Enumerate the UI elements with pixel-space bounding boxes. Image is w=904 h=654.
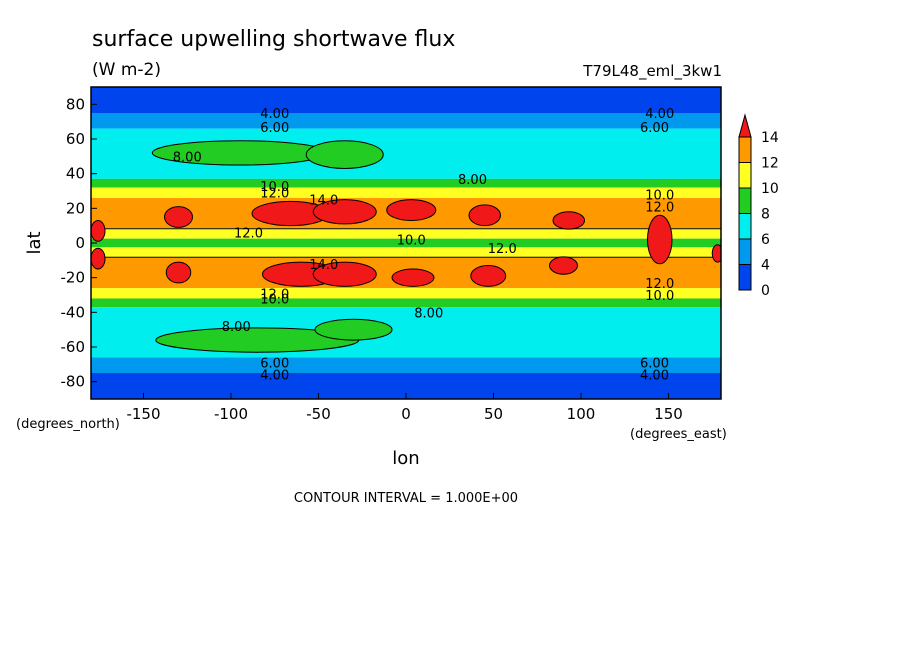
contour-label: 8.00 <box>414 306 443 321</box>
feature-max-14 <box>711 244 721 263</box>
colorbar-label: 6 <box>761 232 770 248</box>
feature-max-14 <box>470 265 507 287</box>
zonal-band <box>91 357 721 373</box>
zonal-band <box>91 87 721 113</box>
zonal-band <box>91 298 721 308</box>
zonal-band <box>91 187 721 198</box>
zonal-band <box>91 288 721 299</box>
contour-label: 6.00 <box>640 357 669 372</box>
x-axis-label: lon <box>392 448 419 469</box>
plot-area <box>91 87 721 399</box>
contour-label: 10.0 <box>260 292 289 307</box>
colorbar-swatch <box>738 162 752 189</box>
zonal-band <box>91 228 721 239</box>
contour-label: 10.0 <box>260 180 289 195</box>
feature-max-14 <box>312 261 377 287</box>
zonal-band <box>91 113 721 129</box>
contour-label: 12.0 <box>234 227 263 242</box>
y-tick-label: -80 <box>61 373 86 391</box>
feature-max-14 <box>386 199 437 221</box>
regional-features <box>91 140 721 353</box>
feature-max-14 <box>391 268 435 287</box>
run-label: T79L48_eml_3kw1 <box>582 62 722 81</box>
y-tick-label: -60 <box>61 338 86 356</box>
contour-label: 6.00 <box>260 357 289 372</box>
contour-label: 6.00 <box>260 121 289 136</box>
feature-max-14 <box>647 214 673 265</box>
colorbar-swatch-top <box>738 113 752 138</box>
colorbar-label: 12 <box>761 156 779 172</box>
chart-units: (W m-2) <box>92 60 161 80</box>
y-tick-label: -40 <box>61 303 86 321</box>
feature-max-14 <box>164 206 193 228</box>
contour-interval-note: CONTOUR INTERVAL = 1.000E+00 <box>294 491 518 506</box>
colorbar-label: 14 <box>761 130 779 146</box>
zonal-band <box>91 247 721 258</box>
colorbar-label: 10 <box>761 181 779 197</box>
contour-label: 8.00 <box>458 173 487 188</box>
colorbar: 14 12 10 8 6 4 0 <box>738 113 779 299</box>
x-axis-units: (degrees_east) <box>630 427 727 442</box>
contour-label: 10.0 <box>645 289 674 304</box>
feature-max-14 <box>549 256 578 275</box>
zonal-band <box>91 238 721 248</box>
feature-max-14 <box>165 261 192 284</box>
contour-label: 12.0 <box>645 277 674 292</box>
y-tick-label: 80 <box>66 95 85 113</box>
feature-max-14 <box>312 199 377 225</box>
feature-max-14 <box>91 219 106 242</box>
colorbar-label: 0 <box>761 283 770 299</box>
colorbar-label: 8 <box>761 207 770 223</box>
zonal-band <box>91 178 721 188</box>
x-tick-label: 100 <box>567 405 596 423</box>
contour-label: 8.00 <box>173 150 202 165</box>
feature-max-14 <box>552 211 585 230</box>
contour-label: 12.0 <box>645 201 674 216</box>
y-axis-ticks: 80 60 40 20 0 -20 -40 -60 -80 <box>61 95 97 391</box>
contour-label: 4.00 <box>640 369 669 384</box>
chart-title: surface upwelling shortwave flux <box>92 27 455 52</box>
x-axis-ticks: -150 -100 -50 0 50 100 150 <box>126 393 683 423</box>
feature-land-8-south <box>314 318 393 341</box>
contour-label: 12.0 <box>260 287 289 302</box>
colorbar-swatch <box>738 187 752 214</box>
y-tick-label: 20 <box>66 199 85 217</box>
contour-label: 12.0 <box>260 187 289 202</box>
contour-label: 4.00 <box>260 369 289 384</box>
contour-label: 10.0 <box>645 188 674 203</box>
x-tick-label: 150 <box>654 405 683 423</box>
contour-label: 12.0 <box>488 242 517 257</box>
x-tick-label: 0 <box>401 405 411 423</box>
y-tick-label: 60 <box>66 130 85 148</box>
contour-label: 4.00 <box>645 107 674 122</box>
contour-label: 14.0 <box>309 194 338 209</box>
colorbar-swatch <box>738 264 752 291</box>
contour-label: 10.0 <box>397 234 426 249</box>
colorbar-label: 4 <box>761 258 770 274</box>
feature-land-8-north <box>305 140 384 169</box>
colorbar-swatch <box>738 238 752 265</box>
x-tick-label: -50 <box>306 405 331 423</box>
x-tick-label: 50 <box>484 405 503 423</box>
y-tick-label: 40 <box>66 165 85 183</box>
colorbar-swatch <box>738 136 752 163</box>
contour-label: 8.00 <box>222 320 251 335</box>
contour-label: 4.00 <box>260 107 289 122</box>
feature-max-14 <box>91 247 106 270</box>
contour-label: 14.0 <box>309 258 338 273</box>
y-tick-label: -20 <box>61 269 86 287</box>
contour-label: 6.00 <box>640 121 669 136</box>
colorbar-swatch <box>738 213 752 240</box>
x-tick-label: -150 <box>126 405 160 423</box>
x-tick-label: -100 <box>214 405 248 423</box>
y-axis-label: lat <box>24 231 45 254</box>
y-tick-label: 0 <box>75 234 85 252</box>
y-axis-units: (degrees_north) <box>16 417 120 432</box>
feature-max-14 <box>468 204 501 227</box>
